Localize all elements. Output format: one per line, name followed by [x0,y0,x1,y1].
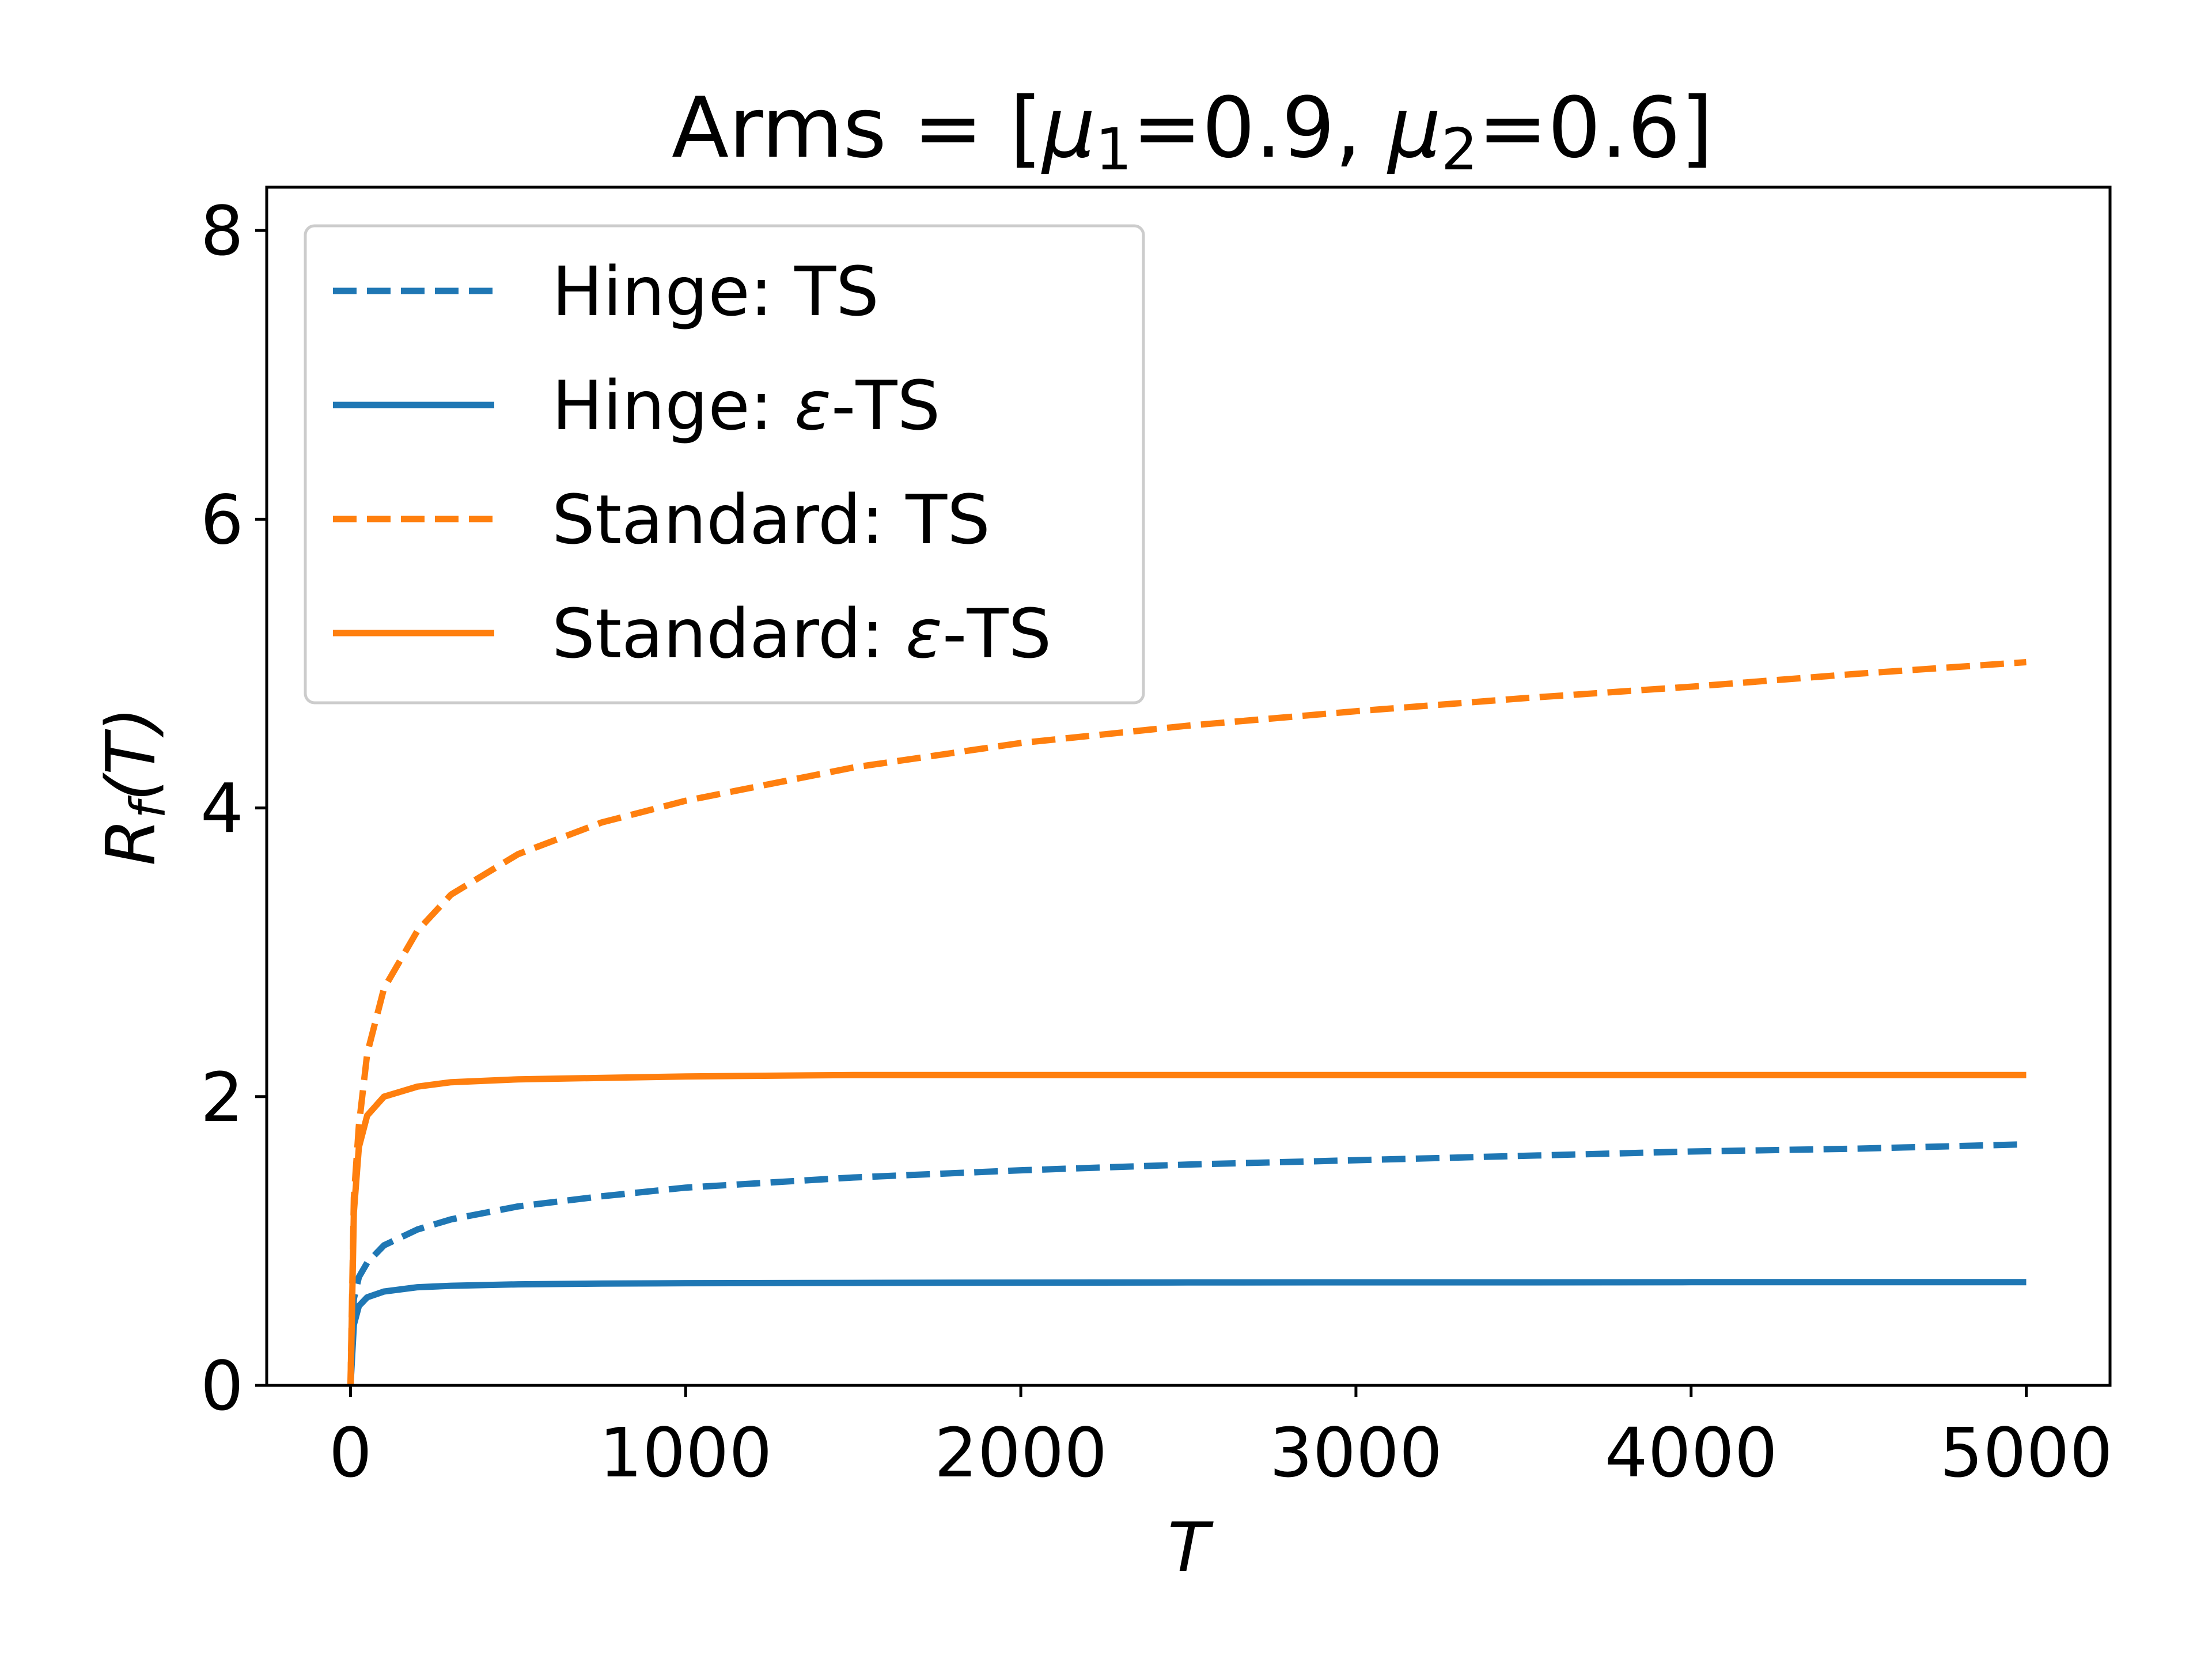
legend-box [304,224,1145,704]
plot-frame [265,185,2112,1387]
chart-title: Arms = [μ1=0.9, μ2=0.6] [672,79,1713,183]
y-tick-label: 2 [200,1058,244,1137]
legend-label: Hinge: TS [552,252,879,331]
y-tick-label: 6 [200,480,244,559]
x-tick-label: 1000 [599,1413,772,1493]
legend-label: Hinge: ε-TS [552,366,940,445]
legend-label: Standard: ε-TS [552,594,1051,673]
series-line-4 [347,1071,2027,1385]
x-axis-label: T [1168,1508,1214,1587]
x-tick-label: 2000 [934,1413,1107,1493]
plot-area [347,659,2027,1385]
x-tick-label: 5000 [1940,1413,2112,1493]
y-tick-label: 8 [200,191,244,271]
axis-ticks: 0 1000 2000 3000 4000 5000 0 2 4 6 8 [200,191,2113,1493]
legend: Hinge: TS Hinge: ε-TS Standard: TS Standard… [304,224,1145,704]
series-line-3 [347,659,2027,1385]
x-tick-label: 3000 [1270,1413,1442,1493]
series-line-2 [347,1279,2027,1385]
y-axis-label: Rf(T) [91,707,176,866]
x-tick-label: 0 [329,1413,372,1493]
y-tick-label: 4 [200,769,244,849]
y-tick-label: 0 [200,1346,244,1426]
x-tick-label: 4000 [1605,1413,1778,1493]
series-line-1 [347,1141,2027,1385]
legend-label: Standard: TS [552,480,990,559]
